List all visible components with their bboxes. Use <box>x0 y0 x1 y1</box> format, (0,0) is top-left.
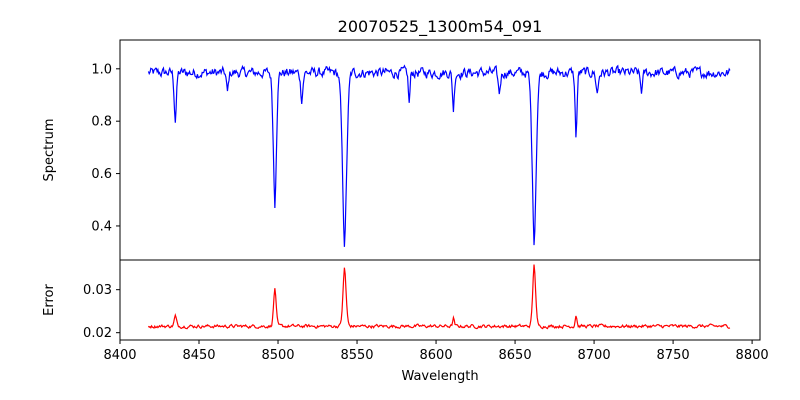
x-axis-ticks: 8400 8450 8500 8550 8600 8650 8700 8750 8800 <box>103 340 769 363</box>
x-tick-label: 8800 <box>736 348 769 363</box>
spectrum-series-line <box>147 64 731 247</box>
x-tick-label: 8650 <box>499 348 532 363</box>
x-tick-label: 8500 <box>261 348 294 363</box>
error-panel: 0.02 0.03 Error <box>42 259 761 341</box>
spectrum-y-tick-label: 0.4 <box>91 219 112 234</box>
error-y-tick-label: 0.02 <box>83 326 112 341</box>
x-tick-label: 8750 <box>657 348 690 363</box>
error-y-axis-label: Error <box>42 284 57 316</box>
error-y-tick-label: 0.03 <box>83 283 112 298</box>
x-axis-label: Wavelength <box>401 369 478 384</box>
spectrum-y-axis-label: Spectrum <box>42 119 57 182</box>
error-series-line <box>147 264 731 330</box>
spectrum-y-tick-label: 0.8 <box>91 115 112 130</box>
error-axes-frame <box>119 259 761 341</box>
x-tick-label: 8700 <box>578 348 611 363</box>
spectrum-y-tick-label: 0.6 <box>91 167 112 182</box>
x-tick-label: 8550 <box>340 348 373 363</box>
error-y-ticks: 0.02 0.03 <box>83 283 120 341</box>
spectrum-panel: 0.4 0.6 0.8 1.0 Spectrum <box>42 39 761 261</box>
x-tick-label: 8600 <box>420 348 453 363</box>
x-tick-label: 8450 <box>182 348 215 363</box>
spectrum-y-tick-label: 1.0 <box>91 62 112 77</box>
chart-title: 20070525_1300m54_091 <box>338 17 543 37</box>
spectrum-y-ticks: 0.4 0.6 0.8 1.0 <box>91 62 120 234</box>
x-tick-label: 8400 <box>103 348 136 363</box>
